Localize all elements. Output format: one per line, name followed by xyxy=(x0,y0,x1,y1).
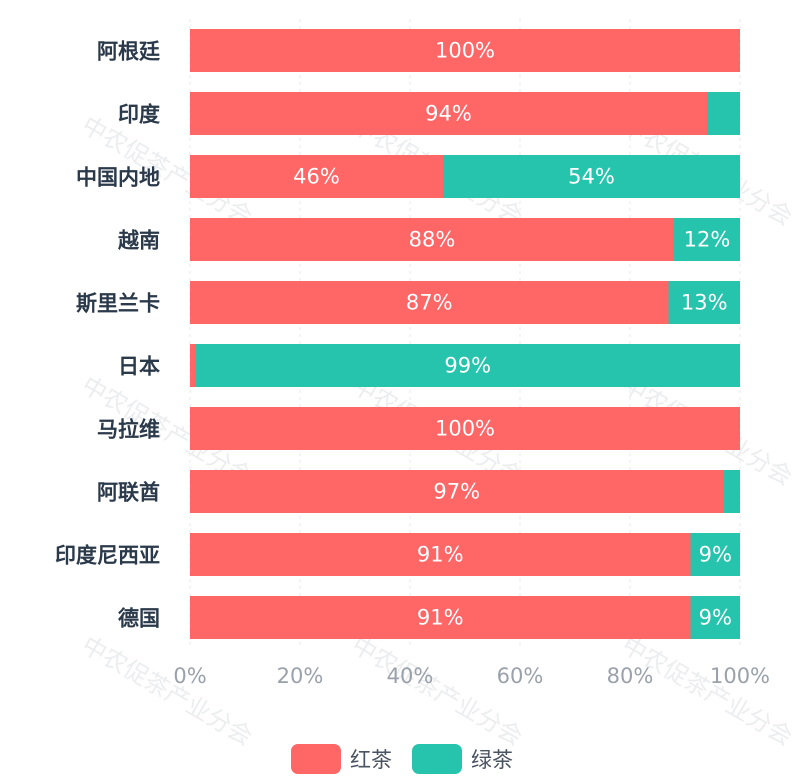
x-axis-tick-labels: 0% 20% 40% 60% 80% 100% xyxy=(173,664,770,688)
data-label: 94% xyxy=(425,102,472,126)
bar-black-tea[interactable] xyxy=(190,29,740,72)
category-label: 德国 xyxy=(118,607,160,631)
category-label: 斯里兰卡 xyxy=(76,292,160,316)
category-label: 越南 xyxy=(117,229,160,253)
bar-green-tea[interactable] xyxy=(668,281,741,324)
bar-black-tea[interactable] xyxy=(190,470,724,513)
bar-black-tea[interactable] xyxy=(190,92,707,135)
legend-label: 红茶 xyxy=(350,748,392,772)
data-label: 97% xyxy=(433,480,480,504)
category-label: 中国内地 xyxy=(76,166,160,190)
bar-black-tea[interactable] xyxy=(190,596,691,639)
legend[interactable]: 红茶 绿茶 xyxy=(291,744,513,774)
x-tick-label: 100% xyxy=(710,664,770,688)
bar-green-tea[interactable] xyxy=(690,533,741,576)
x-tick-label: 80% xyxy=(607,664,654,688)
bar-green-tea[interactable] xyxy=(690,596,741,639)
bar-green-tea[interactable] xyxy=(674,218,740,261)
data-label: 91% xyxy=(417,606,464,630)
x-tick-label: 40% xyxy=(387,664,434,688)
watermark-text: 中农促茶产业分会 xyxy=(77,631,257,751)
x-tick-label: 20% xyxy=(277,664,324,688)
bar-black-tea[interactable] xyxy=(190,407,740,450)
x-tick-label: 60% xyxy=(497,664,544,688)
data-label: 54% xyxy=(568,165,615,189)
watermark-text: 中农促茶产业分会 xyxy=(617,631,797,751)
data-label: 88% xyxy=(409,228,456,252)
bar-green-tea[interactable] xyxy=(443,155,740,198)
bar-green-tea[interactable] xyxy=(707,92,740,135)
bars: 100% 94% 46% 54% 88% 12% 87% 13% 99% 100% 97% 91% 9%… xyxy=(190,29,740,639)
bar-black-tea[interactable] xyxy=(190,218,674,261)
x-tick-label: 0% xyxy=(173,664,206,688)
legend-item-green-tea[interactable]: 绿茶 xyxy=(412,744,513,774)
data-label: 9% xyxy=(699,543,732,567)
legend-swatch xyxy=(291,744,341,774)
data-label: 87% xyxy=(406,291,453,315)
bar-black-tea[interactable] xyxy=(190,344,196,387)
data-label: 13% xyxy=(681,291,728,315)
legend-item-black-tea[interactable]: 红茶 xyxy=(291,744,392,774)
data-label: 99% xyxy=(444,354,491,378)
category-label: 阿联酋 xyxy=(97,481,160,505)
category-label: 日本 xyxy=(118,355,160,379)
category-label: 阿根廷 xyxy=(97,40,161,64)
data-label: 12% xyxy=(684,228,731,252)
category-label: 马拉维 xyxy=(97,418,160,442)
bar-green-tea[interactable] xyxy=(195,344,741,387)
watermark-text: 中农促茶产业分会 xyxy=(347,631,527,751)
legend-label: 绿茶 xyxy=(471,748,513,772)
data-label: 100% xyxy=(435,417,495,441)
category-label: 印度尼西亚 xyxy=(55,544,160,568)
data-label: 46% xyxy=(293,165,340,189)
data-label: 9% xyxy=(699,606,732,630)
data-label: 91% xyxy=(417,543,464,567)
bar-green-tea[interactable] xyxy=(723,470,741,513)
category-label: 印度 xyxy=(118,103,160,127)
bar-black-tea[interactable] xyxy=(190,533,691,576)
bar-black-tea[interactable] xyxy=(190,155,443,198)
legend-swatch xyxy=(412,744,462,774)
data-label: 100% xyxy=(435,39,495,63)
bar-black-tea[interactable] xyxy=(190,281,669,324)
